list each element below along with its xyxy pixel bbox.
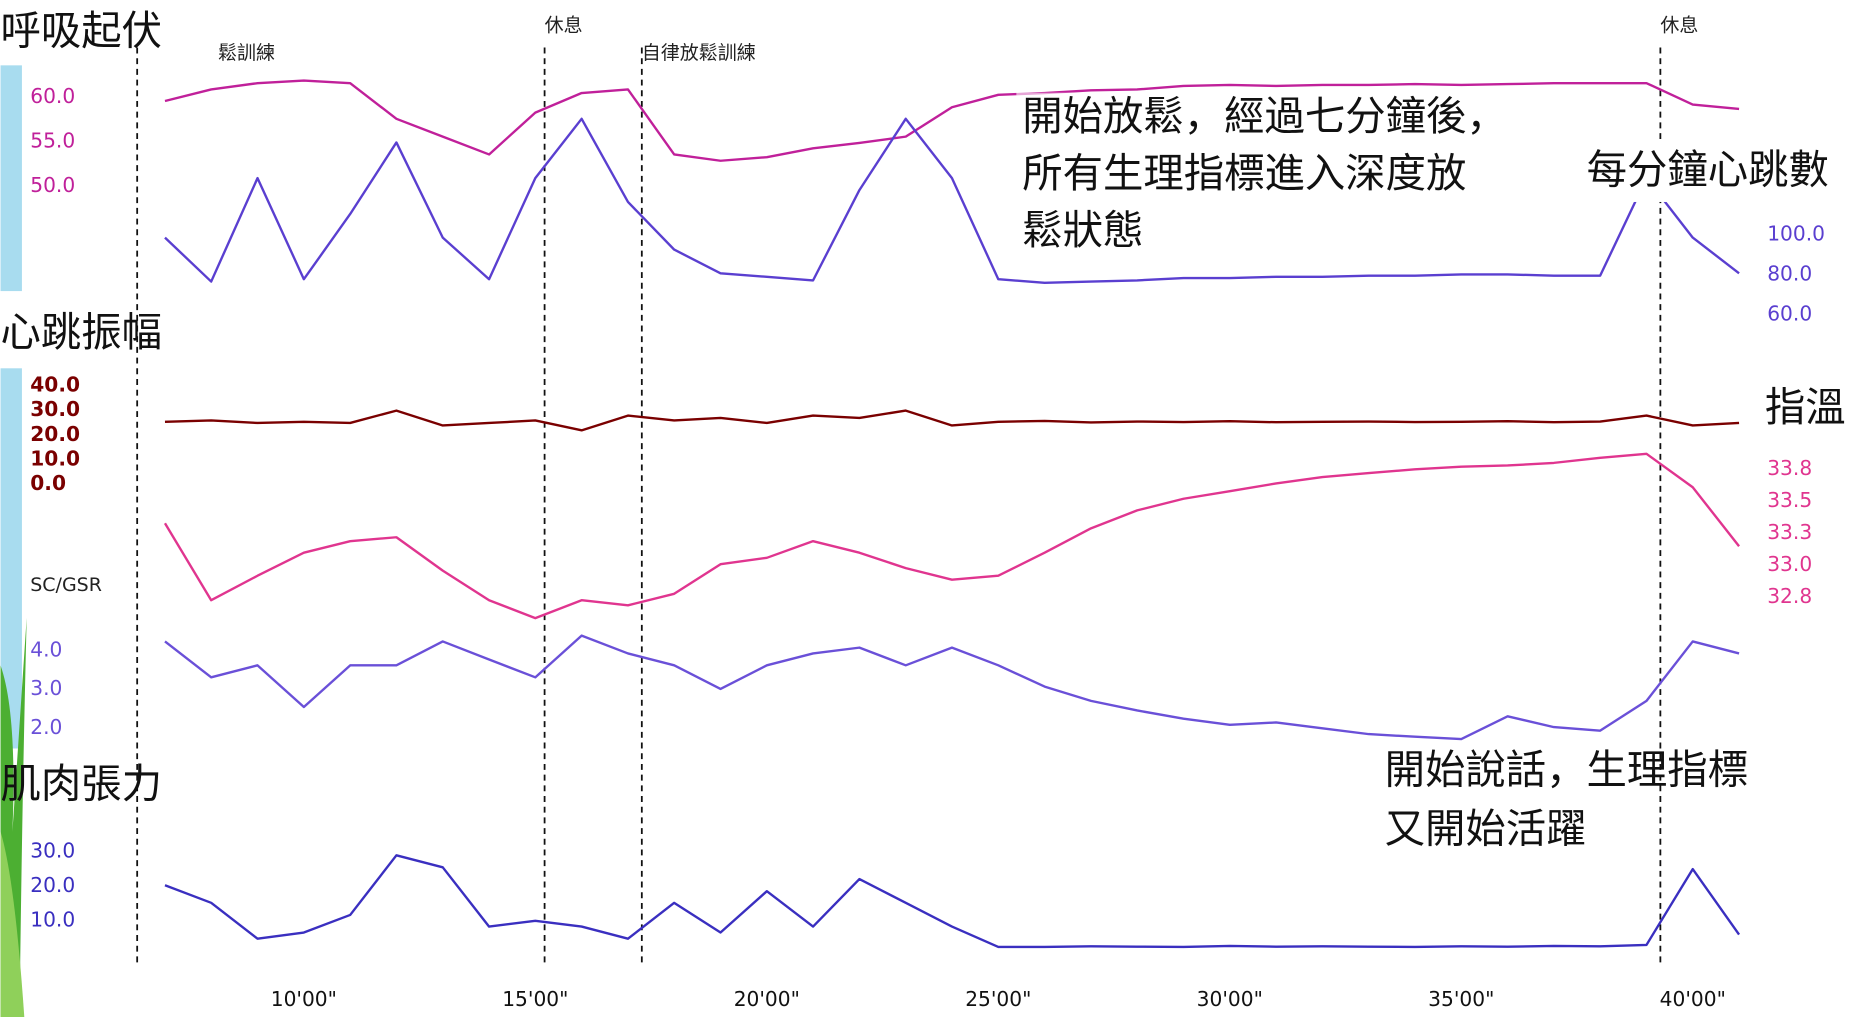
event-label: 休息 xyxy=(545,15,583,37)
y-tick-label: 60.0 xyxy=(30,84,75,108)
series-label: 每分鐘心跳數 xyxy=(1587,146,1829,193)
data-line xyxy=(165,636,1739,739)
y-tick-label: 100.0 xyxy=(1767,222,1825,246)
event-label: 自律放鬆訓練 xyxy=(642,42,756,64)
series-label: 指溫 xyxy=(1765,384,1846,431)
y-tick-label: 33.5 xyxy=(1767,488,1812,512)
chart: 50.0 55.0 60.0 60.0 80.0 100.0 呼吸起伏每分鐘心跳數 鬆訓練 休息… xyxy=(0,0,1864,1017)
y-tick-label: 60.0 xyxy=(1767,301,1812,325)
x-tick-label: 25'00" xyxy=(965,987,1031,1011)
series-label: 呼吸起伏 xyxy=(1,7,163,54)
y-tick-label: 33.0 xyxy=(1767,552,1812,576)
x-tick-label: 20'00" xyxy=(734,987,800,1011)
y-tick-label: 80.0 xyxy=(1767,262,1812,286)
x-tick-label: 30'00" xyxy=(1197,987,1263,1011)
annotation: 鬆狀態 xyxy=(1022,207,1143,254)
y-tick-label: 20.0 xyxy=(30,422,80,446)
x-tick-label: 15'00" xyxy=(502,987,568,1011)
series-label: 肌肉張力 xyxy=(1,761,163,808)
y-tick-label: 32.8 xyxy=(1767,584,1812,608)
annotation: 開始說話，生理指標 xyxy=(1385,746,1748,793)
y-tick-label: 10.0 xyxy=(30,907,75,931)
x-tick-label: 10'00" xyxy=(271,987,337,1011)
y-tick-label: 0.0 xyxy=(30,471,66,495)
side-decoration xyxy=(1,65,22,291)
series-label: SC/GSR xyxy=(30,574,102,596)
y-tick-label: 2.0 xyxy=(30,715,62,739)
y-tick-label: 4.0 xyxy=(30,638,62,662)
annotation: 開始放鬆，經過七分鐘後， xyxy=(1022,93,1507,140)
data-line xyxy=(165,411,1739,431)
x-tick-label: 40'00" xyxy=(1660,987,1726,1011)
data-line xyxy=(165,855,1739,947)
annotation: 所有生理指標進入深度放 xyxy=(1022,150,1466,197)
data-line xyxy=(165,454,1739,618)
y-tick-label: 30.0 xyxy=(30,838,75,862)
y-tick-label: 20.0 xyxy=(30,873,75,897)
y-tick-label: 55.0 xyxy=(30,128,75,152)
series-label: 心跳振幅 xyxy=(1,309,163,356)
y-tick-label: 30.0 xyxy=(30,397,80,421)
event-label: 鬆訓練 xyxy=(218,42,275,64)
page: {"chart_data": [ {"type": "line", "x": [… xyxy=(0,0,1864,1017)
annotation: 又開始活躍 xyxy=(1385,806,1587,853)
y-tick-label: 40.0 xyxy=(30,372,80,396)
y-tick-label: 33.3 xyxy=(1767,520,1812,544)
y-tick-label: 10.0 xyxy=(30,447,80,471)
y-tick-label: 3.0 xyxy=(30,676,62,700)
event-label: 休息 xyxy=(1660,15,1698,37)
y-tick-label: 33.8 xyxy=(1767,456,1812,480)
x-tick-label: 35'00" xyxy=(1428,987,1494,1011)
y-tick-label: 50.0 xyxy=(30,173,75,197)
